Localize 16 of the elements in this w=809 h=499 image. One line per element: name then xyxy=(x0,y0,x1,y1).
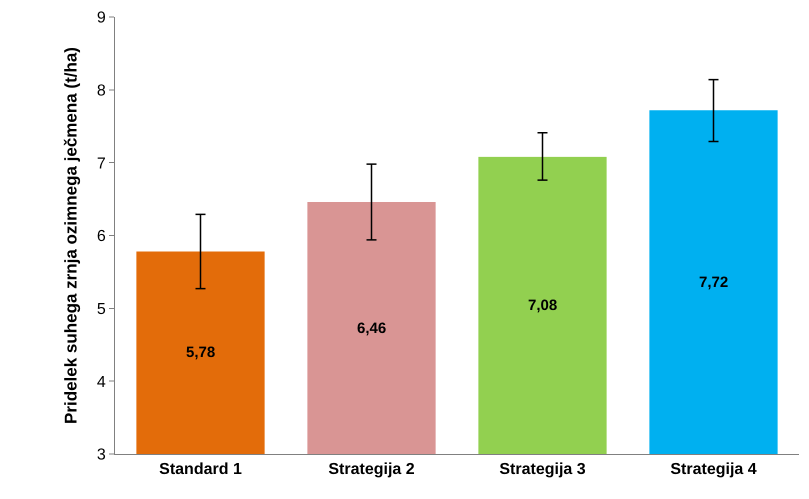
x-tick-label: Strategija 3 xyxy=(499,461,586,478)
y-tick-label: 3 xyxy=(96,446,106,464)
y-tick-label: 6 xyxy=(96,228,106,246)
x-tick-label: Strategija 2 xyxy=(328,461,415,478)
x-tick-label: Strategija 4 xyxy=(670,461,757,478)
y-axis-title: Pridelek suhega zrnja ozimnega ječmena (t/ha) xyxy=(61,47,80,424)
data-label: 7,08 xyxy=(528,297,558,314)
y-tick-label: 7 xyxy=(96,155,106,172)
y-tick-label: 8 xyxy=(96,82,106,100)
y-tick-label: 9 xyxy=(96,10,106,27)
y-tick-label: 5 xyxy=(96,300,106,318)
data-label: 6,46 xyxy=(357,320,386,337)
x-tick-label: Standard 1 xyxy=(159,461,242,478)
data-label: 7,72 xyxy=(699,274,728,291)
y-tick-label: 4 xyxy=(96,374,106,391)
data-label: 5,78 xyxy=(186,344,216,361)
